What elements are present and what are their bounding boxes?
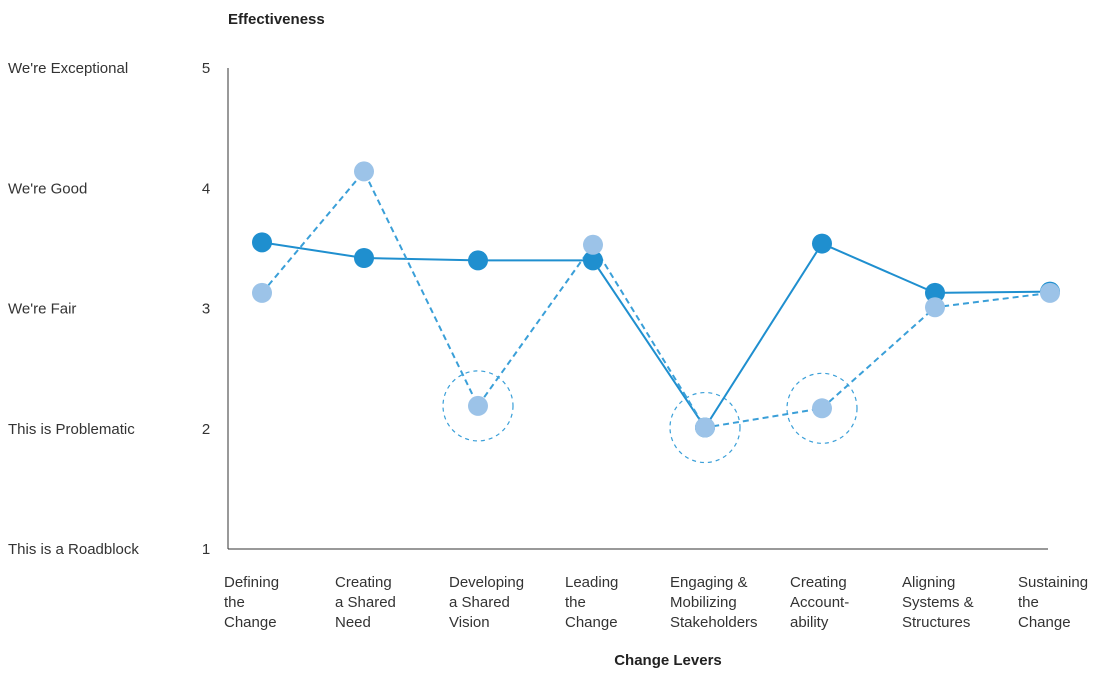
dashed-series-point (925, 297, 945, 318)
category-label: Need (335, 614, 371, 631)
y-level-label: We're Good (8, 180, 87, 197)
solid-series-point (925, 282, 945, 303)
solid-series-point (354, 247, 374, 268)
category-label: Defining (224, 574, 279, 591)
category-label: Aligning (902, 574, 955, 591)
category-label: Vision (449, 614, 490, 631)
category-label: Mobilizing (670, 594, 737, 611)
category-label: Sustaining (1018, 574, 1088, 591)
category-label: Creating (335, 574, 392, 591)
dashed-series-point (695, 417, 715, 438)
x-axis-title: Change Levers (614, 652, 722, 669)
category-label: ability (790, 614, 829, 631)
category-label: Leading (565, 574, 618, 591)
dashed-series-point (812, 398, 832, 419)
solid-series-point (468, 250, 488, 271)
solid-series-point (252, 232, 272, 253)
dashed-series-point (354, 161, 374, 182)
y-tick-label: 1 (202, 541, 210, 558)
category-label: Developing (449, 574, 524, 591)
y-tick-label: 2 (202, 421, 210, 438)
category-label: Account- (790, 594, 849, 611)
series-points (252, 161, 1060, 438)
y-level-label: We're Fair (8, 301, 76, 318)
dashed-series-line (261, 169, 1051, 429)
category-label: Structures (902, 614, 970, 631)
y-tick-label: 3 (202, 301, 210, 318)
y-tick-label: 5 (202, 60, 210, 77)
dashed-series-point (468, 395, 488, 416)
y-level-label: We're Exceptional (8, 60, 128, 77)
series-lines (261, 169, 1051, 430)
dashed-series-point (583, 234, 603, 255)
category-label: Change (1018, 614, 1071, 631)
solid-series-point (812, 233, 832, 254)
highlight-circle (786, 372, 858, 444)
category-label: Systems & (902, 594, 974, 611)
dashed-series-point (252, 282, 272, 303)
category-label: the (565, 594, 586, 611)
category-label: a Shared (335, 594, 396, 611)
highlight-circle (442, 370, 514, 442)
category-label: the (1018, 594, 1039, 611)
solid-series-line (261, 241, 1051, 430)
solid-series-point (583, 250, 603, 271)
dashed-series-point (1040, 282, 1060, 303)
highlight-circle (669, 391, 741, 464)
highlight-circles (442, 370, 858, 464)
y-tick-label: 4 (202, 180, 210, 197)
category-label: Change (224, 614, 277, 631)
category-label: Creating (790, 574, 847, 591)
category-label: Engaging & (670, 574, 748, 591)
category-label: a Shared (449, 594, 510, 611)
category-label: the (224, 594, 245, 611)
y-axis-title: Effectiveness (228, 11, 325, 28)
category-label: Change (565, 614, 618, 631)
y-level-label: This is Problematic (8, 421, 135, 438)
y-level-label: This is a Roadblock (8, 541, 139, 558)
y-axis-levels: We're Exceptional 5 We're Good 4 We're Fair 3… (8, 60, 210, 558)
x-axis-categories: Defining the Change Creating a Shared Need Dev… (224, 574, 1088, 631)
category-label: Stakeholders (670, 614, 758, 631)
